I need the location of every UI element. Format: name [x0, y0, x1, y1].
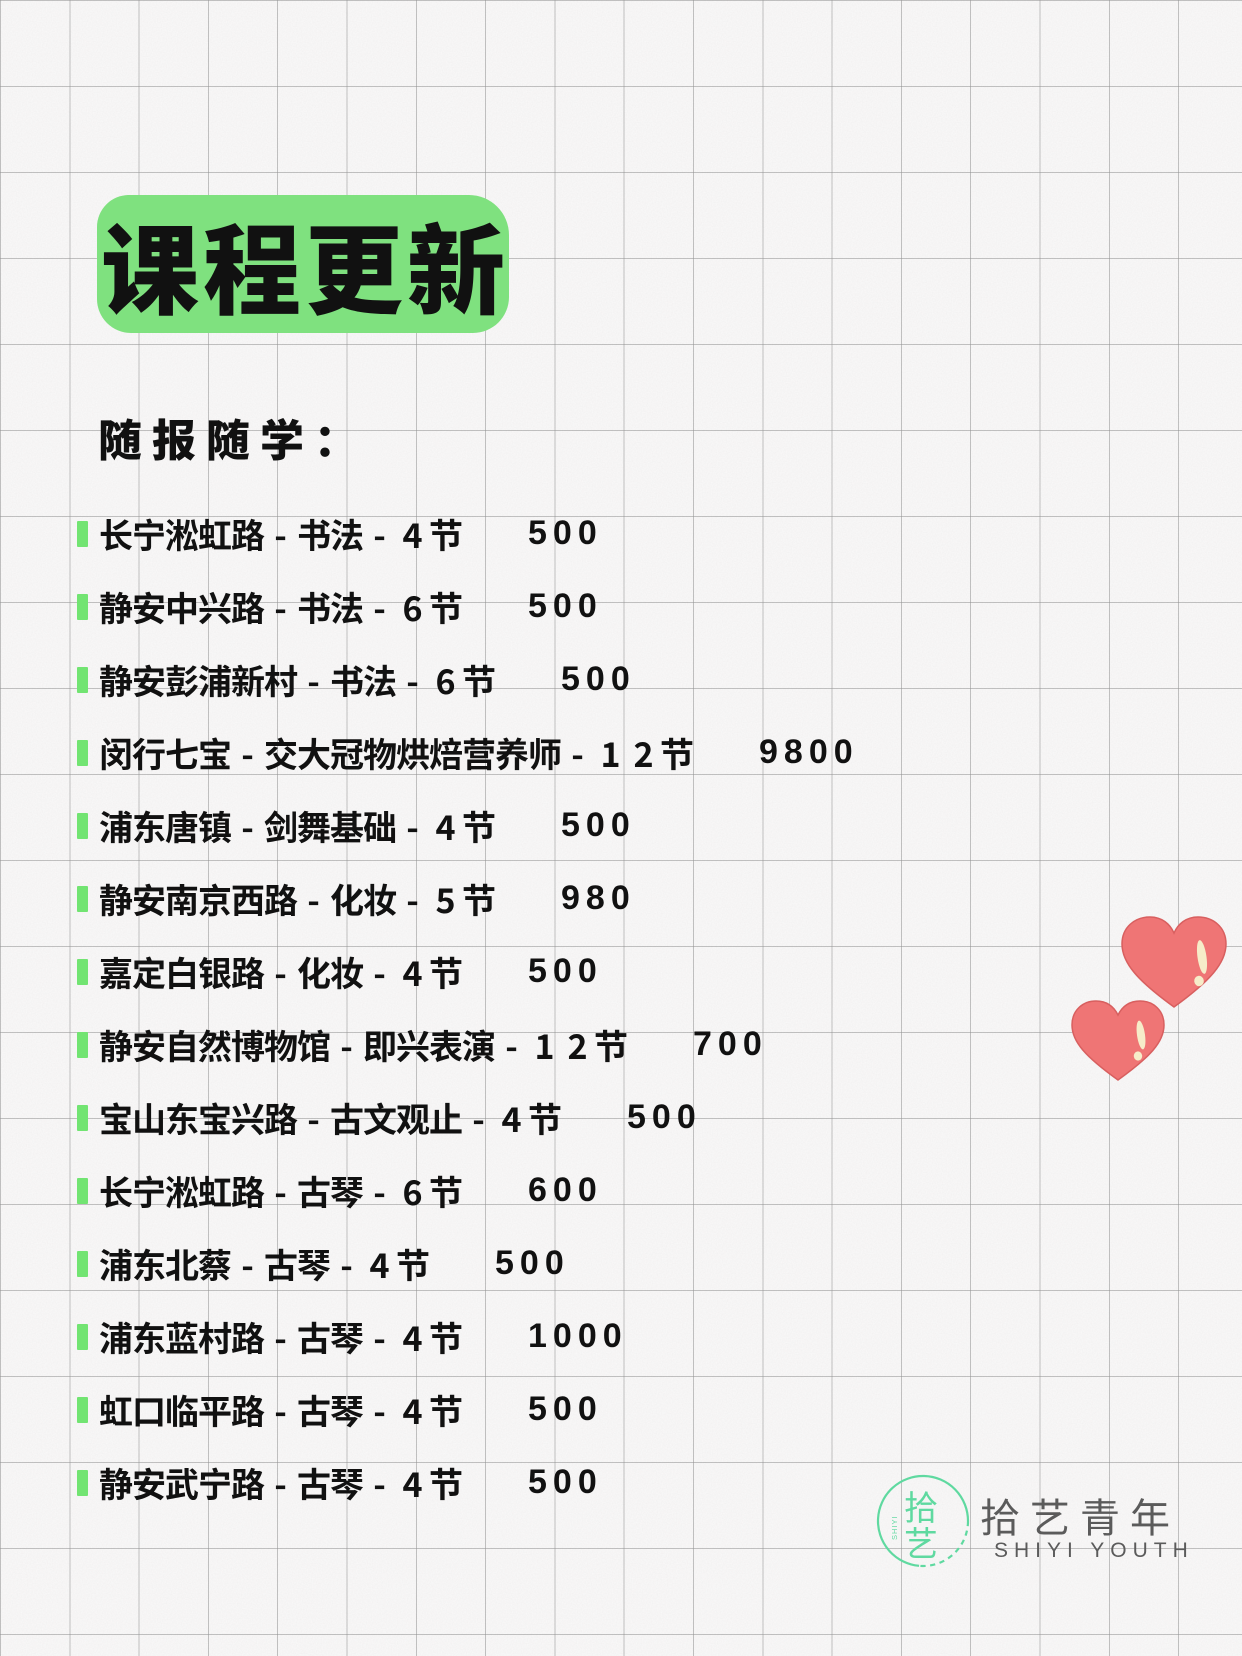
svg-text:艺: 艺 — [904, 1517, 938, 1566]
svg-text:SHIYI: SHIYI — [890, 1515, 899, 1540]
